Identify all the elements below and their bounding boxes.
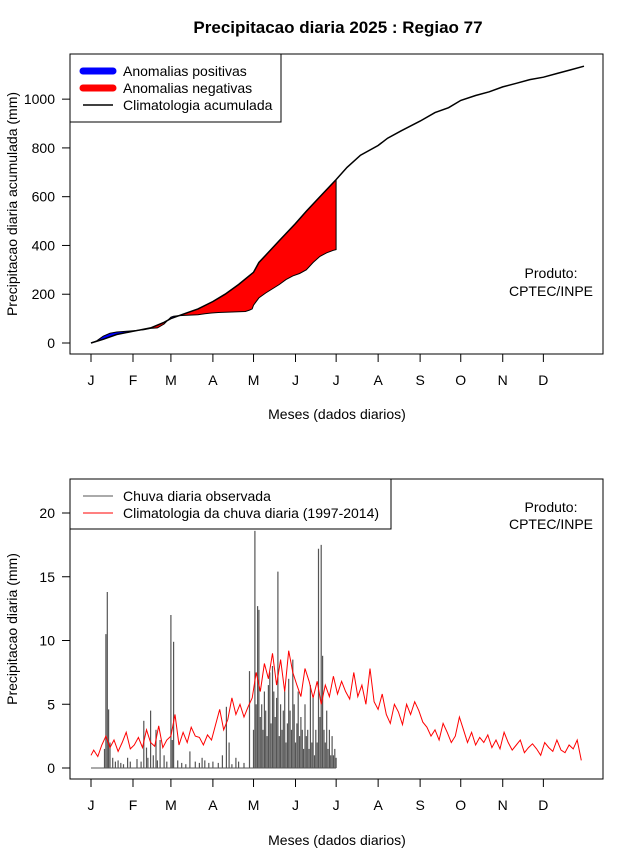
bottom-y-axis: 0 5 10 15 20	[39, 505, 70, 776]
y-tick-label: 1000	[24, 91, 55, 107]
top-y-axis: 0 200 400 600 800 1000	[24, 91, 70, 351]
bottom-y-axis-label: Precipitacao diaria (mm)	[4, 553, 20, 705]
bottom-observed-bars	[91, 530, 337, 769]
x-tick-label: A	[373, 797, 383, 813]
x-tick-label: N	[498, 797, 508, 813]
y-tick-label: 200	[32, 286, 56, 302]
bottom-credit-line-2: CPTEC/INPE	[509, 516, 593, 532]
y-tick-label: 400	[32, 237, 56, 253]
x-tick-label: A	[208, 797, 218, 813]
x-tick-label: S	[415, 797, 424, 813]
x-tick-label: J	[333, 797, 340, 813]
top-legend: Anomalias positivas Anomalias negativas …	[69, 53, 282, 123]
x-tick-label: M	[248, 372, 260, 388]
top-negative-anomaly-areas	[137, 179, 337, 331]
x-tick-label: M	[165, 372, 177, 388]
x-tick-label: S	[415, 372, 424, 388]
x-tick-label: J	[88, 797, 95, 813]
top-climatology-line	[90, 65, 585, 344]
legend-positive-label: Anomalias positivas	[123, 63, 247, 79]
x-tick-label: J	[88, 372, 95, 388]
legend-observed-label: Chuva diaria observada	[123, 488, 271, 504]
x-tick-label: J	[292, 797, 299, 813]
chart-title: Precipitacao diaria 2025 : Regiao 77	[193, 18, 482, 37]
x-tick-label: D	[538, 372, 548, 388]
legend-climatology-label: Climatologia acumulada	[123, 97, 273, 113]
y-tick-label: 10	[39, 633, 55, 649]
y-tick-label: 0	[47, 760, 55, 776]
y-tick-label: 800	[32, 140, 56, 156]
x-tick-label: A	[208, 372, 218, 388]
legend-clim-daily-label: Climatologia da chuva diaria (1997-2014)	[123, 505, 379, 521]
top-x-axis-label: Meses (dados diarios)	[268, 406, 406, 422]
y-tick-label: 0	[47, 335, 55, 351]
top-credit-line-2: CPTEC/INPE	[509, 283, 593, 299]
bottom-credit-line-1: Produto:	[525, 499, 578, 515]
top-panel: 0 200 400 600 800 1000 J F M A M J J A S O N D Meses (da…	[4, 53, 604, 422]
top-credit-line-1: Produto:	[525, 265, 578, 281]
x-tick-label: F	[129, 372, 138, 388]
x-tick-label: M	[165, 797, 177, 813]
bottom-legend: Chuva diaria observada Climatologia da c…	[69, 478, 392, 530]
x-tick-label: N	[498, 372, 508, 388]
bottom-panel: 0 5 10 15 20 J F M A M J J A S O N D Meses (dados diari…	[4, 478, 604, 848]
x-tick-label: O	[455, 372, 466, 388]
x-tick-label: D	[538, 797, 548, 813]
y-tick-label: 5	[47, 696, 55, 712]
negative-anomaly-area	[179, 179, 337, 316]
y-tick-label: 600	[32, 189, 56, 205]
x-tick-label: M	[248, 797, 260, 813]
y-tick-label: 20	[39, 505, 55, 521]
bottom-climatology-line	[90, 650, 582, 761]
x-tick-label: F	[129, 797, 138, 813]
bottom-legend-box	[69, 478, 392, 530]
y-tick-label: 15	[39, 569, 55, 585]
x-tick-label: A	[373, 372, 383, 388]
x-tick-label: J	[333, 372, 340, 388]
bottom-x-axis-label: Meses (dados diarios)	[268, 832, 406, 848]
top-y-axis-label: Precipitacao diaria acumulada (mm)	[4, 92, 20, 316]
x-tick-label: J	[292, 372, 299, 388]
legend-negative-label: Anomalias negativas	[123, 80, 252, 96]
x-tick-label: O	[455, 797, 466, 813]
